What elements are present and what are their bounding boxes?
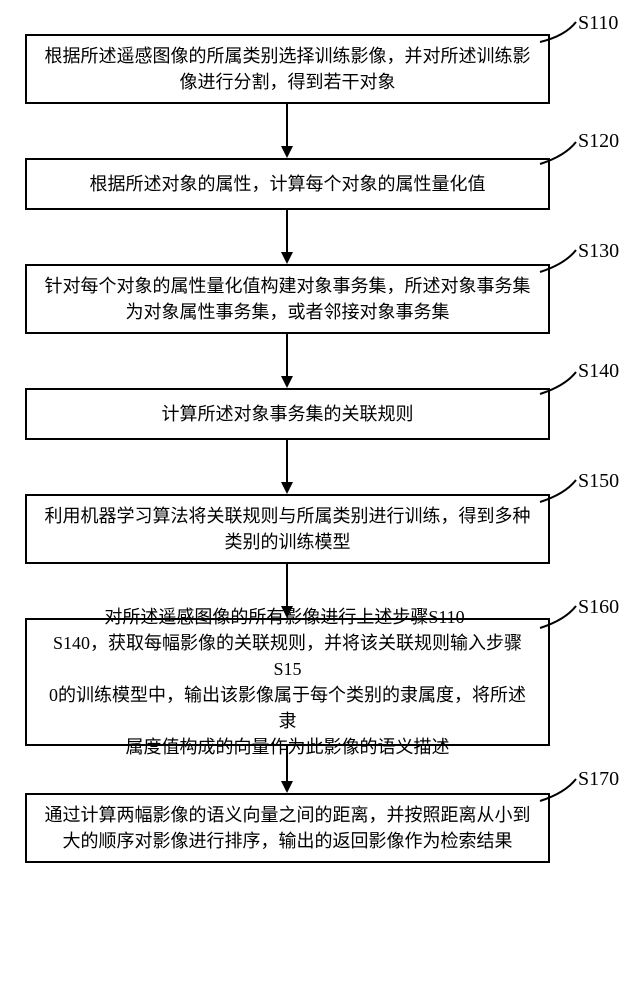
step-label-s160: S160: [578, 596, 619, 619]
flow-node-s120: 根据所述对象的属性，计算每个对象的属性量化值: [25, 158, 550, 210]
step-label-s140: S140: [578, 360, 619, 383]
flow-node-s130: 针对每个对象的属性量化值构建对象事务集，所述对象事务集 为对象属性事务集，或者邻…: [25, 264, 550, 334]
flow-node-text: 针对每个对象的属性量化值构建对象事务集，所述对象事务集 为对象属性事务集，或者邻…: [45, 273, 531, 325]
flow-node-text: 计算所述对象事务集的关联规则: [162, 401, 414, 427]
edge-s120-s130: [277, 210, 297, 264]
flow-node-text: 通过计算两幅影像的语义向量之间的距离，并按照距离从小到 大的顺序对影像进行排序，…: [45, 802, 531, 854]
flow-node-s160: 对所述遥感图像的所有影像进行上述步骤S110- S140，获取每幅影像的关联规则…: [25, 618, 550, 746]
step-label-s110: S110: [578, 12, 618, 35]
edge-s140-s150: [277, 440, 297, 494]
flow-node-text: 根据所述对象的属性，计算每个对象的属性量化值: [90, 171, 486, 197]
flow-node-s150: 利用机器学习算法将关联规则与所属类别进行训练，得到多种 类别的训练模型: [25, 494, 550, 564]
step-label-s130: S130: [578, 240, 619, 263]
flow-node-s170: 通过计算两幅影像的语义向量之间的距离，并按照距离从小到 大的顺序对影像进行排序，…: [25, 793, 550, 863]
flowchart-canvas: 根据所述遥感图像的所属类别选择训练影像，并对所述训练影 像进行分割，得到若干对象…: [0, 0, 631, 1000]
edge-s110-s120: [277, 104, 297, 158]
edge-s130-s140: [277, 334, 297, 388]
flow-node-text: 利用机器学习算法将关联规则与所属类别进行训练，得到多种 类别的训练模型: [45, 503, 531, 555]
flow-node-s140: 计算所述对象事务集的关联规则: [25, 388, 550, 440]
flow-node-text: 对所述遥感图像的所有影像进行上述步骤S110- S140，获取每幅影像的关联规则…: [41, 604, 534, 761]
flow-node-s110: 根据所述遥感图像的所属类别选择训练影像，并对所述训练影 像进行分割，得到若干对象: [25, 34, 550, 104]
step-label-s120: S120: [578, 130, 619, 153]
flow-node-text: 根据所述遥感图像的所属类别选择训练影像，并对所述训练影 像进行分割，得到若干对象: [45, 43, 531, 95]
step-label-s170: S170: [578, 768, 619, 791]
step-label-s150: S150: [578, 470, 619, 493]
